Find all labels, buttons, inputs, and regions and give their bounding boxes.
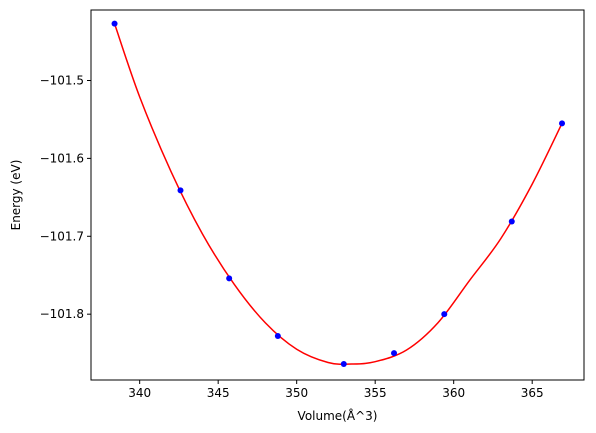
x-tick-label: 355 xyxy=(364,386,387,400)
x-tick-label: 340 xyxy=(128,386,151,400)
x-tick-label: 350 xyxy=(285,386,308,400)
plot-frame xyxy=(90,9,585,381)
data-point xyxy=(177,187,184,194)
data-point xyxy=(274,332,281,339)
data-point xyxy=(340,361,347,368)
data-point xyxy=(508,218,515,225)
y-tick-label: −101.7 xyxy=(40,229,84,243)
y-tick-label: −101.6 xyxy=(40,151,84,165)
plot-area xyxy=(91,10,584,380)
data-point xyxy=(391,350,398,357)
x-tick-label: 360 xyxy=(442,386,465,400)
y-axis-label: Energy (eV) xyxy=(9,160,23,231)
fit-curve xyxy=(113,23,563,365)
y-tick-label: −101.8 xyxy=(40,307,84,321)
data-point xyxy=(111,20,118,27)
data-point xyxy=(226,275,233,282)
data-point xyxy=(441,311,448,318)
x-tick-label: 365 xyxy=(521,386,544,400)
data-point xyxy=(559,120,566,127)
x-axis-label: Volume(Å^3) xyxy=(298,408,378,423)
x-tick-label: 345 xyxy=(207,386,230,400)
y-tick-label: −101.5 xyxy=(40,73,84,87)
